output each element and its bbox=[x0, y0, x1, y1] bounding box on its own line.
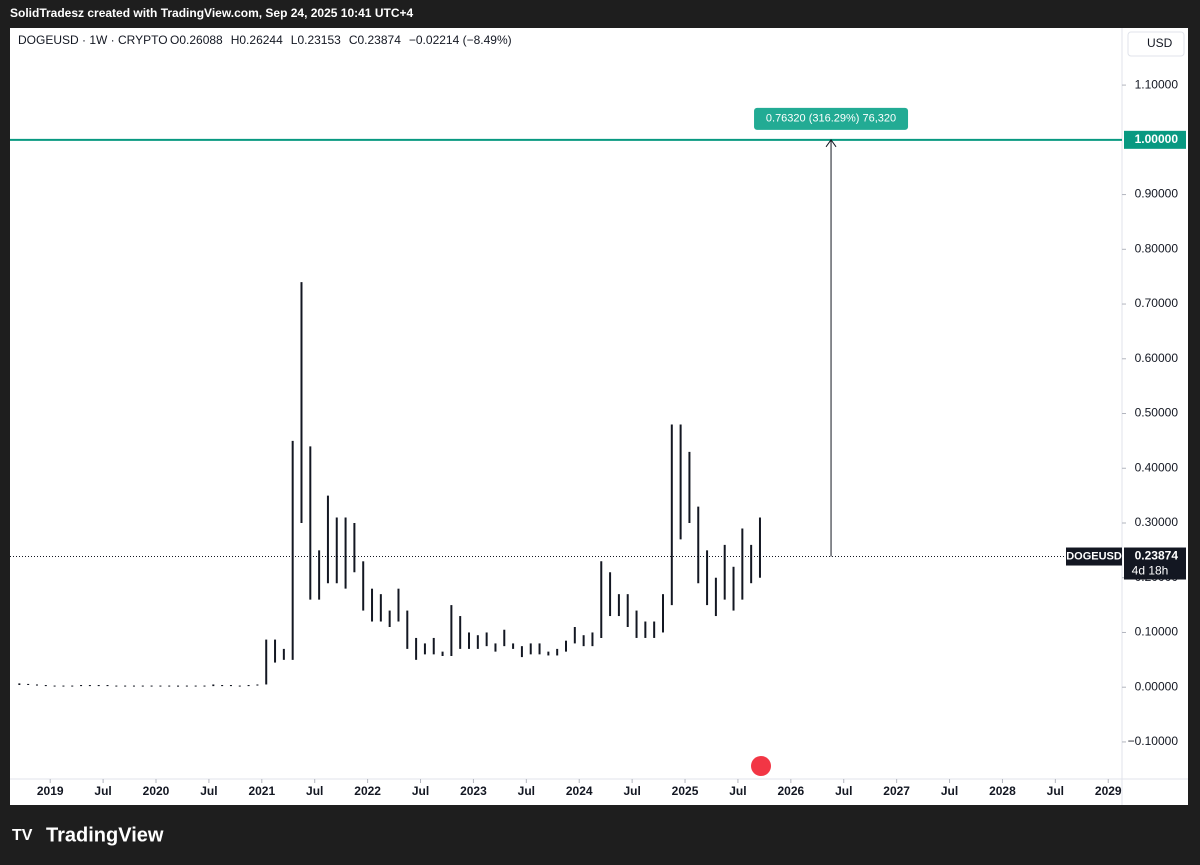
x-tick-label: 2028 bbox=[989, 784, 1016, 798]
x-tick-label: 2026 bbox=[777, 784, 804, 798]
ohlc-value: L0.23153 bbox=[291, 33, 341, 47]
ohlc-legend: O0.26088 H0.26244 L0.23153 C0.23874 −0.02214… bbox=[170, 33, 512, 47]
y-tick-label: 0.10000 bbox=[1135, 625, 1179, 639]
x-tick-label: 2029 bbox=[1095, 784, 1122, 798]
y-tick-label: −0.10000 bbox=[1128, 734, 1179, 748]
x-tick-label: Jul bbox=[94, 784, 111, 798]
y-tick-label: 0.40000 bbox=[1135, 460, 1179, 474]
hline-label-bg bbox=[1124, 130, 1186, 149]
logo-mark: TV bbox=[12, 827, 33, 844]
y-tick-label: 0.80000 bbox=[1135, 241, 1179, 255]
currency[interactable]: USD bbox=[1147, 36, 1173, 50]
currency-button[interactable] bbox=[1127, 31, 1185, 57]
y-tick-label: 0.30000 bbox=[1135, 515, 1179, 529]
x-tick-label: 2025 bbox=[672, 784, 699, 798]
x-tick-label: Jul bbox=[941, 784, 958, 798]
y-tick-label: 1.10000 bbox=[1135, 77, 1179, 91]
x-tick-label: Jul bbox=[200, 784, 217, 798]
x-tick-label: Jul bbox=[412, 784, 429, 798]
x-tick-label: 2021 bbox=[248, 784, 275, 798]
ohlc-value: −0.02214 (−8.49%) bbox=[409, 33, 512, 47]
symbol-tag: DOGEUSD bbox=[1066, 550, 1122, 562]
ohlc-value: O0.26088 bbox=[170, 33, 223, 47]
event-icon[interactable] bbox=[751, 756, 771, 776]
x-tick-label: 2024 bbox=[566, 784, 593, 798]
countdown: 4d 18h bbox=[1132, 564, 1169, 578]
x-tick-label: Jul bbox=[729, 784, 746, 798]
ohlc-value: H0.26244 bbox=[231, 33, 283, 47]
measure-label-bg bbox=[754, 107, 909, 130]
last-price-label: 0.23874 bbox=[1135, 549, 1179, 563]
y-tick-label: 0.00000 bbox=[1135, 679, 1179, 693]
symbol: DOGEUSD · 1W · CRYPTO bbox=[18, 33, 168, 47]
x-tick-label: 2022 bbox=[354, 784, 381, 798]
y-tick-label: 0.60000 bbox=[1135, 351, 1179, 365]
y-tick-label: 0.90000 bbox=[1135, 187, 1179, 201]
footer-logo: TradingView bbox=[46, 824, 164, 846]
ohlc-value: C0.23874 bbox=[349, 33, 401, 47]
x-tick-label: 2020 bbox=[143, 784, 170, 798]
measure-label: 0.76320 (316.29%) 76,320 bbox=[766, 113, 896, 125]
x-tick-label: Jul bbox=[518, 784, 535, 798]
symbol-tag-bg bbox=[1066, 547, 1122, 566]
header: SolidTradesz created with TradingView.co… bbox=[10, 6, 413, 20]
x-tick-label: Jul bbox=[306, 784, 323, 798]
x-tick-label: 2019 bbox=[37, 784, 64, 798]
x-tick-label: Jul bbox=[1047, 784, 1064, 798]
y-tick-label: 0.70000 bbox=[1135, 296, 1179, 310]
x-tick-label: Jul bbox=[623, 784, 640, 798]
y-tick-label: 0.50000 bbox=[1135, 406, 1179, 420]
last-price-bg bbox=[1124, 547, 1186, 580]
x-tick-label: 2027 bbox=[883, 784, 910, 798]
x-tick-label: Jul bbox=[835, 784, 852, 798]
arrow-head bbox=[825, 138, 837, 148]
chart-panel bbox=[10, 28, 1188, 805]
hline-label: 1.00000 bbox=[1135, 132, 1179, 146]
x-tick-label: 2023 bbox=[460, 784, 487, 798]
